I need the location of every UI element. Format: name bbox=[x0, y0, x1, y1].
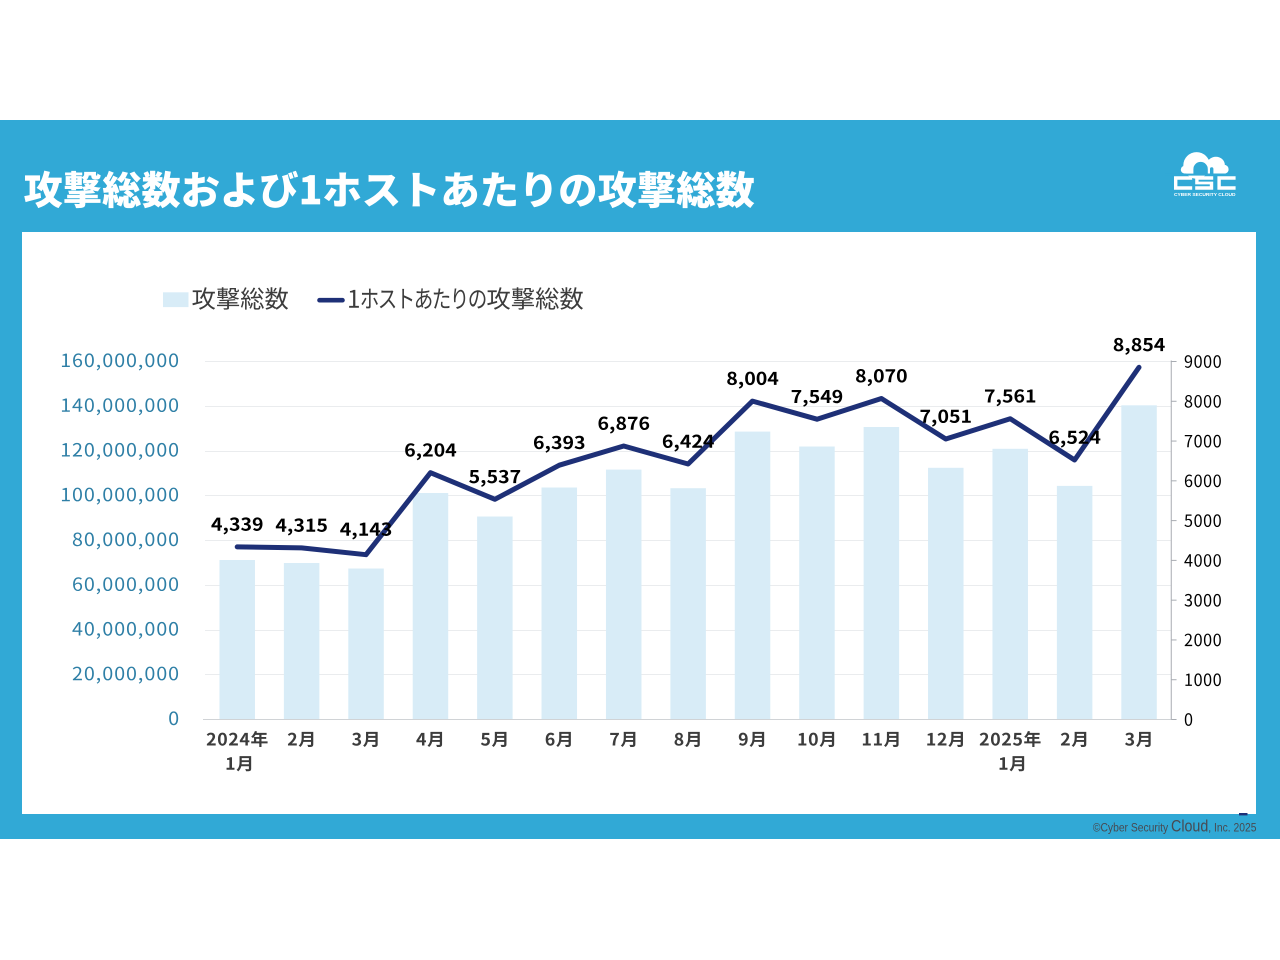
svg-text:©Cyber Security Cloud, Inc. 20: ©Cyber Security Cloud, Inc. 2025 bbox=[1093, 818, 1257, 836]
svg-text:CYBER SECURITY CLOUD: CYBER SECURITY CLOUD bbox=[1174, 192, 1236, 198]
